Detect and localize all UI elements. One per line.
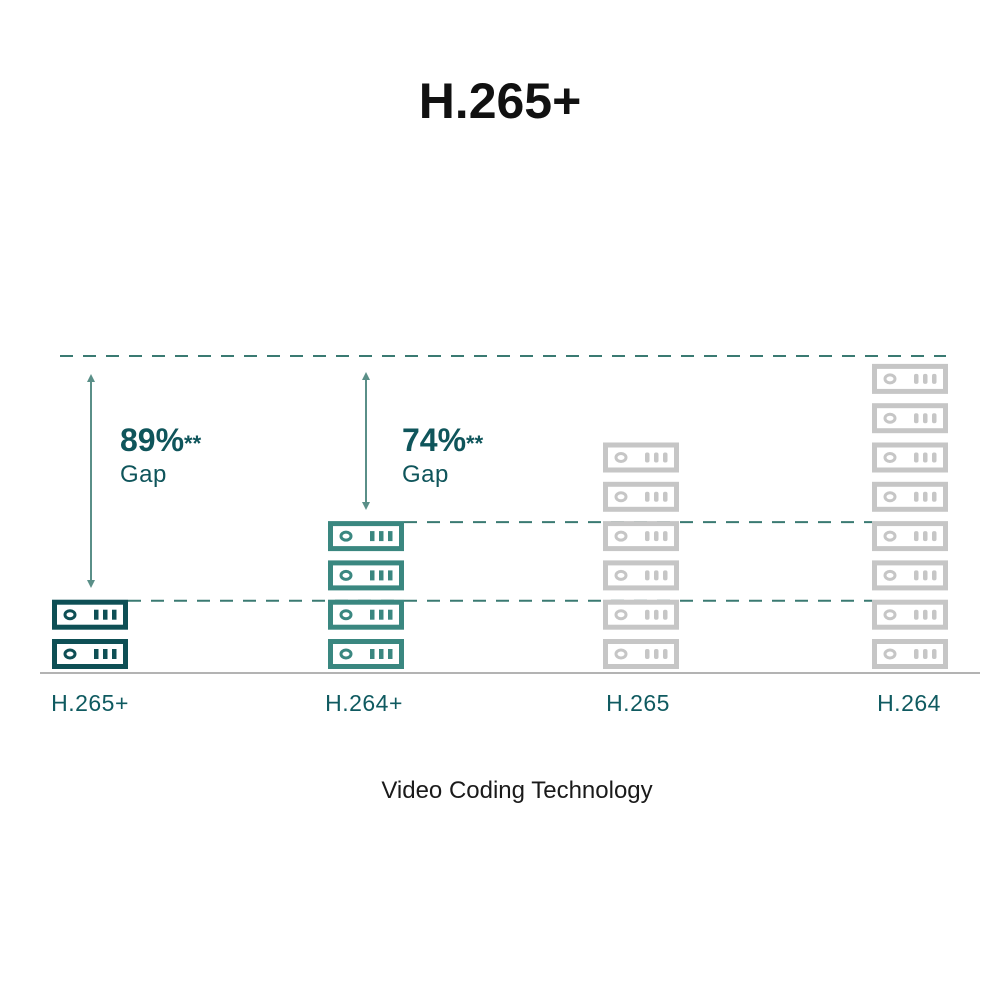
server-icon xyxy=(328,599,404,630)
annotation-h265plus: 89%** Gap xyxy=(120,422,201,489)
server-icon xyxy=(328,639,404,669)
server-icon xyxy=(872,481,948,512)
server-icon xyxy=(872,560,948,591)
server-icon xyxy=(603,560,679,591)
gap-arrow-h264plus-head-down xyxy=(362,502,370,510)
server-icon xyxy=(872,639,948,669)
server-icon xyxy=(52,599,128,630)
gap-arrow-h265plus-head-up xyxy=(87,374,95,382)
gap-arrow-h265plus-head-down xyxy=(87,580,95,588)
annotation-h264plus: 74%** Gap xyxy=(402,422,483,489)
annotation-value: 89% xyxy=(120,422,185,458)
server-icon xyxy=(872,363,948,394)
category-label: H.264+ xyxy=(325,690,403,716)
chart-title: H.265+ xyxy=(418,73,582,129)
server-icon xyxy=(603,481,679,512)
annotation-footnote-mark: ** xyxy=(466,431,484,456)
annotation-footnote-mark: ** xyxy=(184,431,202,456)
annotation-label: Gap xyxy=(120,461,167,488)
annotation-label: Gap xyxy=(402,461,449,488)
server-icon xyxy=(52,639,128,669)
server-icon xyxy=(603,521,679,552)
server-icon xyxy=(603,442,679,473)
server-icon xyxy=(603,639,679,669)
x-axis-label: Video Coding Technology xyxy=(381,777,653,804)
server-icon xyxy=(872,521,948,552)
server-icon xyxy=(872,403,948,434)
server-icon xyxy=(603,599,679,630)
category-label: H.264 xyxy=(877,690,941,716)
gap-arrow-h264plus-head-up xyxy=(362,372,370,380)
category-label: H.265 xyxy=(606,690,670,716)
server-icon xyxy=(872,599,948,630)
server-icon xyxy=(872,442,948,473)
category-label: H.265+ xyxy=(51,690,129,716)
annotation-value: 74% xyxy=(402,422,467,458)
server-icon xyxy=(328,560,404,591)
server-icon xyxy=(328,521,404,552)
